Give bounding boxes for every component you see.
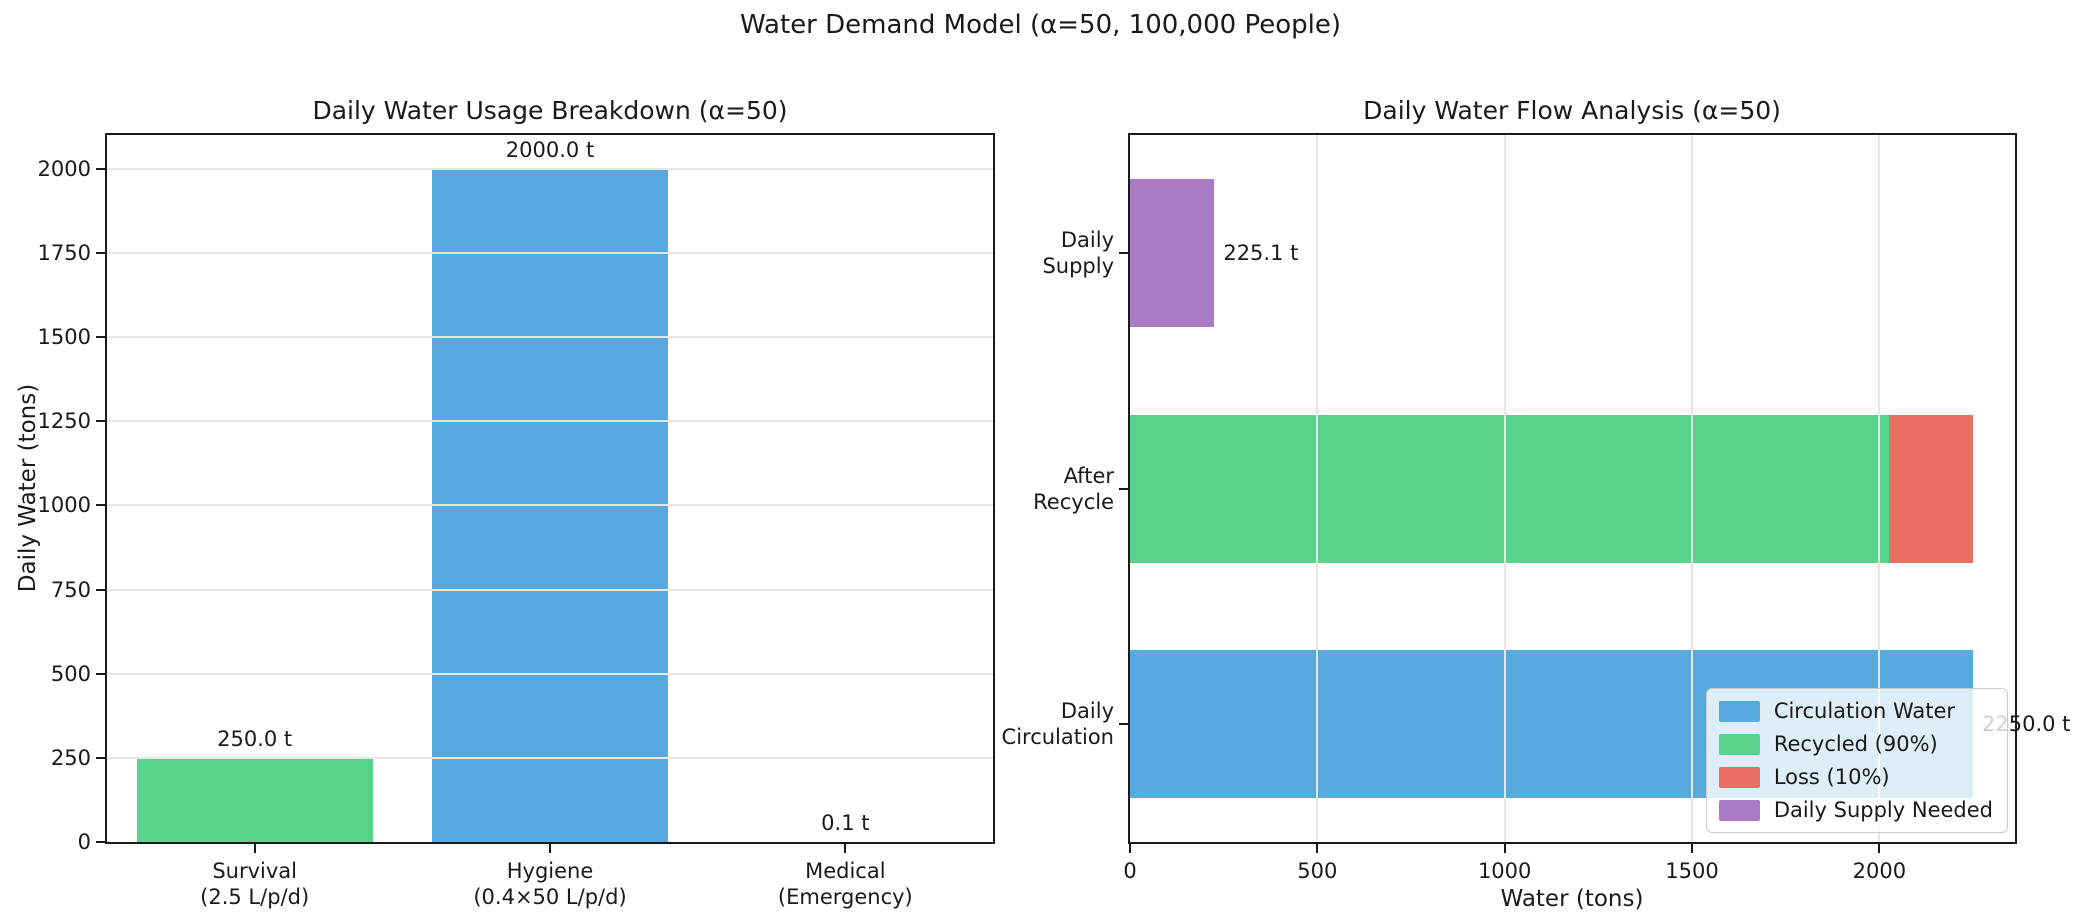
tick-label-line: Medical xyxy=(805,859,886,883)
category-label: Daily Supply xyxy=(1042,227,1114,279)
bar-value-label: 2000.0 t xyxy=(505,137,595,162)
bar-value-label: 250.0 t xyxy=(217,726,293,751)
tick-label-line: Supply xyxy=(1042,253,1114,278)
tick-label-line: Daily xyxy=(1060,699,1114,724)
y-tick-mark xyxy=(96,420,105,423)
tick-label-line: Circulation xyxy=(1001,725,1114,750)
legend-item: Loss (10%) xyxy=(1718,765,1993,789)
legend-item: Recycled (90%) xyxy=(1718,732,1993,756)
tick-label-line: After xyxy=(1063,463,1114,488)
left-chart-title: Daily Water Usage Breakdown (α=50) xyxy=(312,96,788,125)
y-tick-mark xyxy=(96,504,105,507)
right-chart-xlabel: Water (tons) xyxy=(1500,886,1644,912)
bar-value-label: 0.1 t xyxy=(821,810,870,835)
legend-swatch xyxy=(1718,766,1760,788)
x-tick-label: 2000 xyxy=(1852,859,1907,883)
gridline-horizontal xyxy=(107,672,993,675)
y-tick-mark xyxy=(96,672,105,675)
x-tick-label: 0 xyxy=(1123,859,1137,883)
legend-item: Daily Supply Needed xyxy=(1718,798,1993,822)
y-tick-label: 1750 xyxy=(37,240,91,265)
y-tick-label: 2000 xyxy=(37,156,91,181)
x-tick-mark xyxy=(549,844,551,853)
legend-label: Daily Supply Needed xyxy=(1773,798,1993,822)
flow-bar-segment xyxy=(1130,414,1889,563)
y-tick-mark xyxy=(96,167,105,170)
y-tick-mark xyxy=(1119,487,1128,490)
y-tick-label: 500 xyxy=(50,661,91,686)
gridline-horizontal xyxy=(107,756,993,759)
figure-title: Water Demand Model (α=50, 100,000 People… xyxy=(740,10,1341,40)
legend-swatch xyxy=(1718,733,1760,755)
bar-value-label: 225.1 t xyxy=(1223,240,1299,265)
x-tick-label: 1500 xyxy=(1665,859,1719,883)
left-plot-area: 250.0 t 2000.0 t 0.1 t xyxy=(105,133,995,844)
tick-label-line: (Emergency) xyxy=(777,885,913,909)
gridline-vertical xyxy=(1316,135,1319,842)
x-tick-label: 1000 xyxy=(1477,859,1532,883)
y-tick-mark xyxy=(96,756,105,759)
x-tick-mark xyxy=(1503,844,1506,853)
x-tick-mark xyxy=(1316,844,1319,853)
y-tick-label: 1250 xyxy=(37,409,91,434)
usage-bar xyxy=(136,757,373,842)
category-label: Hygiene (0.4×50 L/p/d) xyxy=(473,858,626,910)
right-plot-area: Circulation Water Recycled (90%) Loss (10%… xyxy=(1128,133,2070,844)
legend-swatch xyxy=(1718,799,1760,821)
x-tick-mark xyxy=(1878,844,1881,853)
legend-label: Circulation Water xyxy=(1773,699,1956,723)
category-label: Survival (2.5 L/p/d) xyxy=(200,858,309,910)
legend-label: Recycled (90%) xyxy=(1773,732,1938,756)
tick-label-line: (2.5 L/p/d) xyxy=(200,885,310,909)
y-tick-label: 250 xyxy=(50,745,91,770)
gridline-vertical xyxy=(1503,135,1506,842)
gridline-vertical xyxy=(1878,135,1881,842)
tick-label-line: Hygiene xyxy=(506,859,594,883)
category-label: Daily Circulation xyxy=(1002,698,1114,750)
gridline-horizontal xyxy=(107,251,993,254)
gridline-horizontal xyxy=(107,588,993,591)
y-tick-mark xyxy=(96,588,105,591)
y-tick-mark xyxy=(96,336,105,338)
x-tick-mark xyxy=(844,844,847,853)
gridline-vertical xyxy=(1691,135,1694,842)
legend-label: Loss (10%) xyxy=(1773,765,1890,789)
x-tick-mark xyxy=(1129,844,1131,853)
gridline-horizontal xyxy=(107,167,993,170)
right-chart-title: Daily Water Flow Analysis (α=50) xyxy=(1363,96,1781,125)
y-tick-label: 0 xyxy=(77,830,91,854)
legend-item: Circulation Water xyxy=(1718,699,1993,723)
gridline-horizontal xyxy=(107,420,993,423)
tick-label-line: Daily xyxy=(1060,227,1114,252)
y-tick-label: 1500 xyxy=(37,325,91,349)
tick-label-line: Recycle xyxy=(1033,489,1114,514)
tick-label-line: Survival xyxy=(212,859,297,883)
legend: Circulation Water Recycled (90%) Loss (10%… xyxy=(1705,688,2008,833)
y-tick-mark xyxy=(96,841,105,843)
y-tick-label: 1000 xyxy=(37,493,91,518)
flow-bar-segment xyxy=(1130,178,1215,327)
y-tick-mark xyxy=(96,251,105,254)
gridline-horizontal xyxy=(107,336,993,338)
flow-bar-segment xyxy=(1888,414,1974,563)
x-tick-mark xyxy=(1691,844,1694,853)
tick-label-line: (0.4×50 L/p/d) xyxy=(473,885,627,909)
x-tick-label: 500 xyxy=(1297,859,1338,883)
y-tick-label: 750 xyxy=(50,577,91,602)
gridline-horizontal xyxy=(107,504,993,507)
category-label: Medical (Emergency) xyxy=(778,858,913,910)
x-tick-mark xyxy=(253,844,256,853)
y-tick-mark xyxy=(1119,251,1128,254)
category-label: After Recycle xyxy=(1033,463,1114,515)
y-tick-mark xyxy=(1119,723,1128,726)
legend-swatch xyxy=(1718,700,1760,722)
